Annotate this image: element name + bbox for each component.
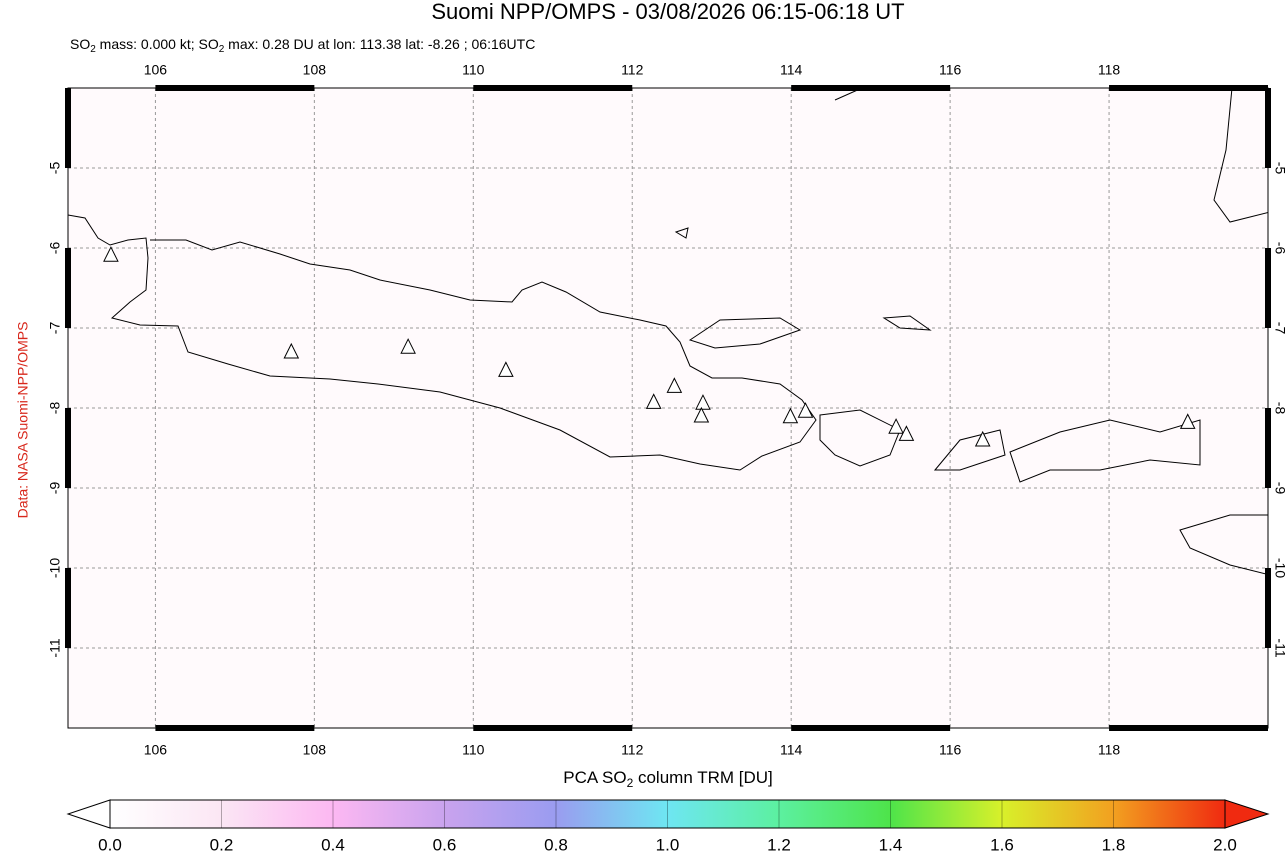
volcano	[782, 407, 799, 424]
chart-title: Suomi NPP/OMPS - 03/08/2026 06:15-06:18 …	[431, 0, 904, 24]
x-tick-label: 106	[144, 62, 168, 78]
frame-bar	[791, 85, 951, 91]
y-tick-label: -9	[1272, 482, 1288, 495]
x-tick-label: 110	[462, 62, 485, 78]
y-tick-label: -10	[47, 558, 63, 578]
x-tick-label: 108	[303, 742, 327, 758]
x-tick-label: 116	[939, 62, 962, 78]
coastline	[674, 227, 932, 331]
subtitle-part: SO	[70, 36, 90, 52]
colorbar-over	[1224, 799, 1270, 829]
coastline	[1009, 419, 1201, 483]
x-tick-label: 114	[780, 62, 803, 78]
volcano	[498, 361, 514, 377]
x-tick-label: 118	[1098, 742, 1121, 758]
y-tick-label: -5	[47, 162, 63, 175]
subtitle-part: 2	[90, 44, 96, 55]
colorbar-label-part: PCA SO	[563, 768, 626, 787]
coastline	[1179, 514, 1268, 576]
colorbar-tick-label: 0.4	[321, 835, 345, 854]
y-tick-label: -5	[1272, 162, 1288, 175]
y-tick-label: -9	[47, 482, 63, 495]
y-tick-label: -11	[47, 638, 63, 657]
colorbar-under	[66, 799, 111, 829]
colorbar-tick-label: 1.8	[1102, 835, 1126, 854]
frame-bar	[65, 88, 71, 168]
subtitle-part: 2	[219, 44, 225, 55]
source-label: Data: NASA Suomi-NPP/OMPS	[15, 322, 31, 519]
y-tick-label: -11	[1272, 638, 1288, 657]
frame-bar	[65, 568, 71, 648]
coastlines	[68, 88, 1268, 576]
x-tick-label: 112	[621, 62, 644, 78]
grid	[68, 88, 1268, 728]
colorbar-tick-label: 1.6	[990, 835, 1014, 854]
colorbar-tick-label: 1.0	[656, 835, 680, 854]
coastline	[688, 317, 802, 349]
coastline	[1213, 88, 1268, 223]
y-tick-label: -6	[1272, 242, 1288, 255]
y-tick-label: -6	[47, 242, 63, 255]
subtitle: SO2 mass: 0.000 kt; SO2 max: 0.28 DU at …	[70, 36, 535, 55]
x-tick-label: 116	[939, 742, 962, 758]
colorbar-tick-label: 1.4	[879, 835, 903, 854]
volcano	[103, 246, 119, 262]
volcano	[898, 425, 915, 441]
frame-bar	[1265, 248, 1271, 328]
y-tick-label: -8	[47, 402, 63, 415]
x-tick-label: 118	[1098, 62, 1121, 78]
subtitle-part: mass: 0.000 kt; SO	[96, 36, 219, 52]
frame-bar	[1265, 408, 1271, 488]
colorbar-tick-label: 2.0	[1213, 835, 1237, 854]
volcano	[283, 342, 300, 359]
frame-bar	[155, 85, 315, 91]
volcano	[797, 402, 814, 418]
volcano	[666, 377, 683, 393]
subtitle-part: max: 0.28 DU at lon: 113.38 lat: -8.26 ;…	[224, 36, 535, 52]
volcanoes	[103, 246, 1196, 447]
coastline	[933, 429, 1006, 471]
volcano	[645, 393, 662, 409]
colorbar-label-part: column TRM [DU]	[633, 768, 773, 787]
volcano	[974, 430, 991, 447]
coastline	[68, 214, 817, 471]
volcano	[400, 338, 416, 354]
colorbar-tick-label: 1.2	[767, 835, 791, 854]
colorbar-tick-label: 0.8	[544, 835, 568, 854]
colorbar-label: PCA SO2 column TRM [DU]	[563, 768, 773, 790]
x-tick-label: 106	[144, 742, 168, 758]
colorbar-tick-label: 0.6	[433, 835, 457, 854]
frame-bar	[65, 408, 71, 488]
coastline	[819, 409, 901, 467]
colorbar-tick-label: 0.2	[210, 835, 234, 854]
x-tick-label: 112	[621, 742, 644, 758]
frame-bar	[65, 248, 71, 328]
volcano	[693, 406, 710, 423]
frame-bar	[473, 85, 633, 91]
y-tick-label: -7	[47, 322, 63, 335]
frame-bar	[473, 725, 633, 731]
y-tick-label: -10	[1272, 558, 1288, 578]
volcano	[1179, 413, 1196, 429]
frame-bar	[155, 725, 315, 731]
frame-bar	[1265, 88, 1271, 168]
frame-bar	[791, 725, 951, 731]
y-tick-label: -7	[1272, 322, 1288, 335]
colorbar-label-part: 2	[627, 776, 634, 790]
y-tick-label: -8	[1272, 402, 1288, 415]
volcano	[888, 418, 904, 434]
x-tick-label: 108	[303, 62, 327, 78]
frame-bar	[1265, 568, 1271, 648]
frame-bar	[1109, 85, 1268, 91]
frame-bars	[65, 85, 1271, 731]
x-tick-label: 110	[462, 742, 485, 758]
frame-bar	[1109, 725, 1268, 731]
colorbar-ticks: 0.0 0.2 0.4 0.6 0.8 1.0 1.2 1.4 1.6 1.8 2.0	[98, 800, 1237, 854]
volcano	[695, 394, 711, 410]
colorbar-tick-label: 0.0	[98, 835, 122, 854]
x-tick-label: 114	[780, 742, 803, 758]
